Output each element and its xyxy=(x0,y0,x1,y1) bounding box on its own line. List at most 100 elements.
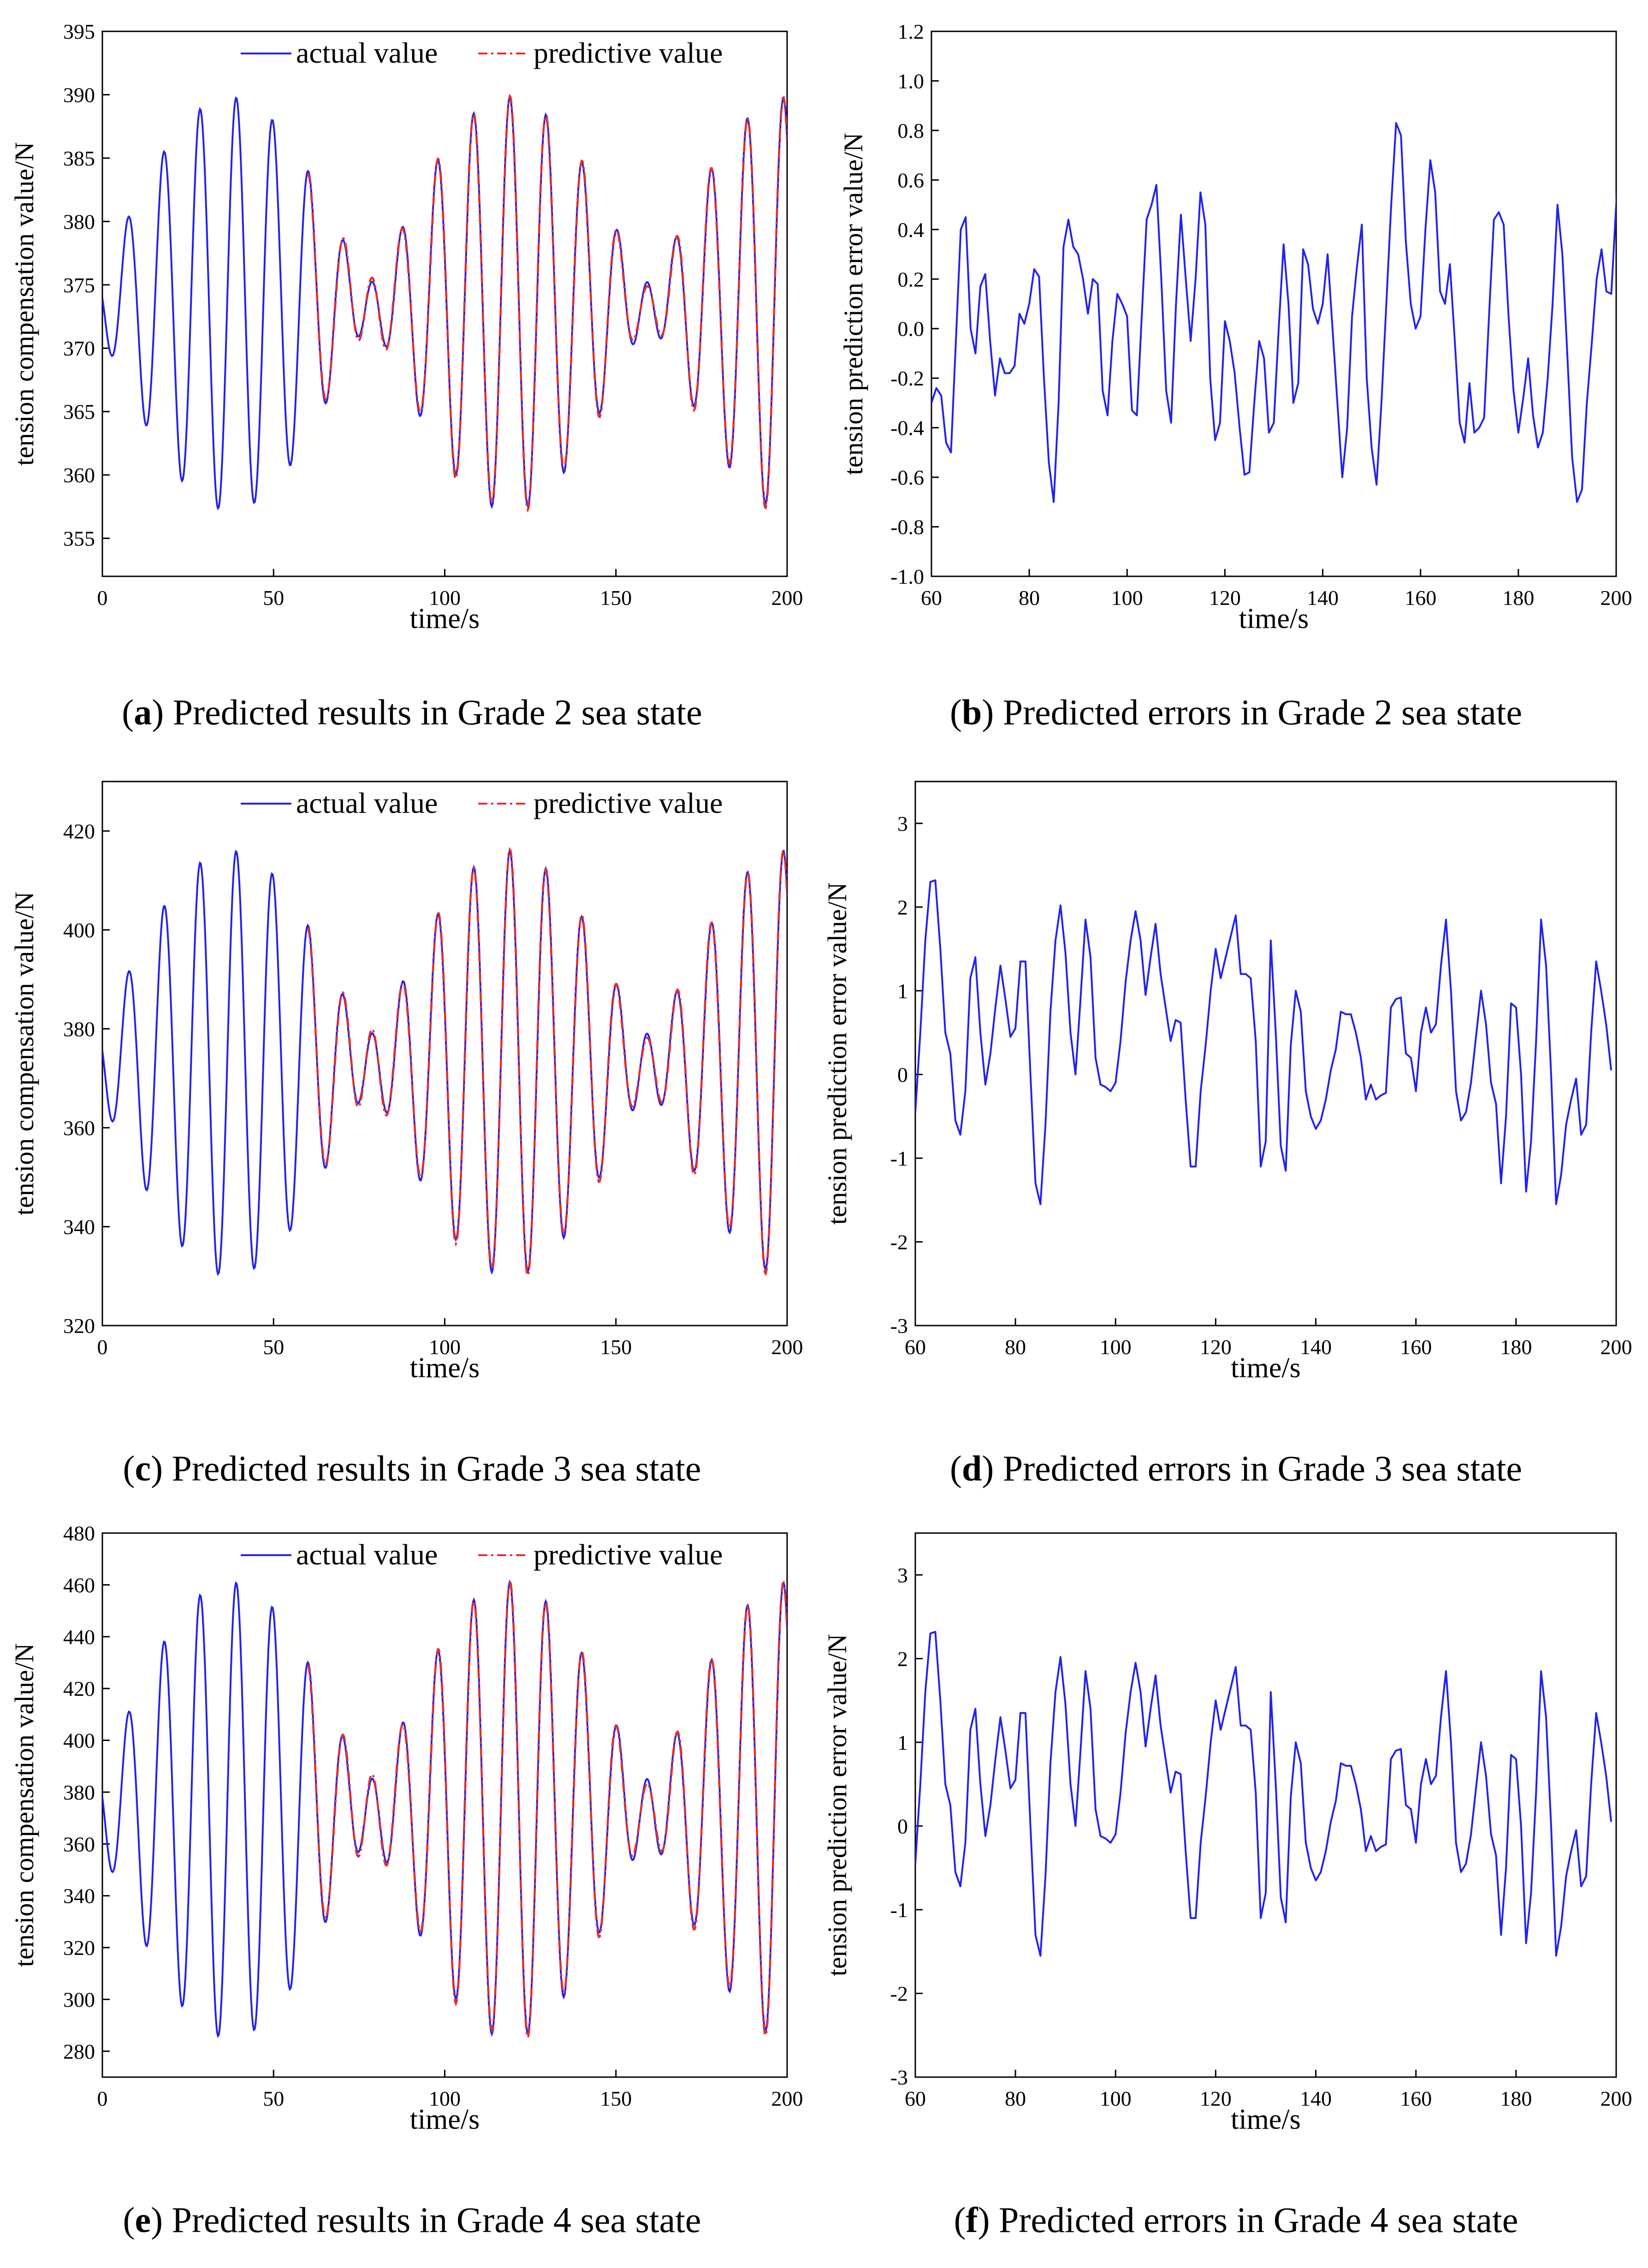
y-tick-label: -0.2 xyxy=(890,367,924,390)
y-tick-label: 0.2 xyxy=(898,267,925,291)
y-tick-label: -3 xyxy=(890,2066,908,2089)
y-tick-label: 420 xyxy=(63,819,95,843)
y-tick-label: 460 xyxy=(63,1573,95,1597)
x-tick-label: 140 xyxy=(1300,2087,1332,2110)
y-tick-label: 420 xyxy=(63,1677,95,1700)
caption-text: Predicted results in Grade 2 sea state xyxy=(172,692,702,732)
chart-d: 60 80 100 120 140 160 180 200 -3 -2 -1 0 1 2 3 time/s te… xyxy=(822,781,1632,1384)
y-tick-label: 340 xyxy=(63,1215,95,1238)
y-tick-label: 0 xyxy=(897,1814,908,1838)
x-tick-label: 200 xyxy=(771,1335,803,1359)
y-axis-label: tension prediction error value/N xyxy=(838,133,868,475)
x-tick-label: 120 xyxy=(1200,2087,1232,2110)
caption-letter: e xyxy=(135,2200,151,2240)
y-tick-label: 380 xyxy=(63,1781,95,1804)
y-axis-label: tension compensation value/N xyxy=(9,142,39,466)
y-tick-label: 360 xyxy=(63,463,95,487)
x-tick-label: 0 xyxy=(97,586,108,610)
chart-b: 60 80 100 120 140 160 180 200 -1.0 -0.8 -0.6 -0.4 -0… xyxy=(838,20,1632,634)
x-axis-label: time/s xyxy=(1231,2104,1301,2135)
chart-f: 60 80 100 120 140 160 180 200 -3 -2 -1 0 1 2 3 time/s te… xyxy=(822,1532,1632,2135)
x-tick-label: 50 xyxy=(263,2087,284,2110)
legend-label: actual value xyxy=(296,1538,438,1571)
x-axis-label: time/s xyxy=(1239,603,1309,634)
y-tick-label: 1 xyxy=(897,979,908,1003)
y-tick-label: 0.4 xyxy=(898,218,925,242)
caption-text: Predicted results in Grade 3 sea state xyxy=(172,1448,701,1488)
x-axis-label: time/s xyxy=(410,2104,480,2135)
y-tick-label: 370 xyxy=(63,337,95,360)
y-tick-label: 365 xyxy=(63,400,95,424)
x-tick-label: 200 xyxy=(1601,1335,1632,1359)
caption-d: (d) Predicted errors in Grade 3 sea stat… xyxy=(949,1448,1523,1488)
y-tick-label: 1.2 xyxy=(898,20,925,43)
y-tick-label: 400 xyxy=(63,1729,95,1753)
y-tick-label: 280 xyxy=(63,2040,95,2063)
caption-b: (b) Predicted errors in Grade 2 sea stat… xyxy=(949,692,1523,732)
y-tick-label: -2 xyxy=(890,1982,908,2005)
x-tick-label: 100 xyxy=(1111,586,1143,610)
x-tick-label: 60 xyxy=(905,2087,926,2110)
y-tick-label: -2 xyxy=(890,1230,908,1254)
y-tick-label: -0.6 xyxy=(890,466,924,489)
x-tick-label: 200 xyxy=(771,586,803,610)
x-tick-label: 50 xyxy=(263,586,284,610)
y-tick-label: 320 xyxy=(63,1314,95,1338)
caption-letter: d xyxy=(961,1448,982,1488)
y-tick-label: 395 xyxy=(63,20,95,43)
y-tick-label: 385 xyxy=(63,147,95,170)
x-axis-label: time/s xyxy=(1231,1352,1301,1384)
caption-text: Predicted results in Grade 4 sea state xyxy=(172,2200,701,2240)
series-predictive xyxy=(307,1578,787,2041)
x-tick-label: 180 xyxy=(1502,586,1534,610)
y-tick-label: -0.4 xyxy=(890,416,924,440)
plot-frame xyxy=(931,30,1617,577)
y-tick-label: 480 xyxy=(63,1522,95,1545)
x-tick-label: 180 xyxy=(1500,1335,1532,1359)
y-tick-label: -0.8 xyxy=(890,515,924,539)
plot-frame xyxy=(914,781,1617,1326)
y-tick-label: 0.0 xyxy=(898,317,925,341)
x-tick-label: 200 xyxy=(1601,2087,1632,2110)
x-tick-label: 100 xyxy=(429,586,461,610)
x-tick-label: 150 xyxy=(600,586,632,610)
caption-text: Predicted errors in Grade 3 sea state xyxy=(1002,1448,1523,1488)
y-tick-label: 320 xyxy=(63,1936,95,1960)
y-tick-label: 3 xyxy=(897,1563,908,1587)
legend-label: actual value xyxy=(296,36,438,69)
y-tick-label: -1.0 xyxy=(890,565,924,588)
x-tick-label: 150 xyxy=(600,1335,632,1359)
y-axis-label: tension compensation value/N xyxy=(9,1643,39,1967)
caption-c: (c) Predicted results in Grade 3 sea sta… xyxy=(123,1448,701,1488)
x-tick-label: 200 xyxy=(771,2087,803,2110)
y-tick-label: 360 xyxy=(63,1116,95,1140)
x-axis-label: time/s xyxy=(410,1352,480,1384)
legend-label: actual value xyxy=(296,787,438,819)
x-tick-label: 140 xyxy=(1307,586,1339,610)
legend-label: predictive value xyxy=(534,1538,723,1571)
y-tick-label: 2 xyxy=(897,895,908,919)
caption-letter: b xyxy=(961,692,982,732)
x-tick-label: 120 xyxy=(1209,586,1241,610)
y-tick-label: -1 xyxy=(890,1898,908,1922)
y-tick-label: 0.6 xyxy=(898,168,925,192)
series-predictive xyxy=(307,847,787,1279)
x-tick-label: 140 xyxy=(1300,1335,1332,1359)
x-tick-label: 50 xyxy=(263,1335,284,1359)
series-actual xyxy=(102,95,787,510)
caption-text: Predicted errors in Grade 4 sea state xyxy=(999,2200,1518,2240)
x-tick-label: 0 xyxy=(97,2087,108,2110)
x-axis-label: time/s xyxy=(410,603,480,634)
y-tick-label: 375 xyxy=(63,273,95,297)
y-tick-label: 300 xyxy=(63,1988,95,2011)
y-axis-label: tension prediction error value/N xyxy=(822,1634,852,1976)
x-tick-label: 80 xyxy=(1005,2087,1026,2110)
y-tick-label: 340 xyxy=(63,1884,95,1908)
x-tick-label: 80 xyxy=(1019,586,1040,610)
y-tick-label: 2 xyxy=(897,1647,908,1670)
y-tick-label: 390 xyxy=(63,83,95,107)
x-tick-label: 0 xyxy=(97,1335,108,1359)
x-tick-label: 160 xyxy=(1405,586,1436,610)
series-actual xyxy=(102,848,787,1276)
x-tick-label: 60 xyxy=(905,1335,926,1359)
